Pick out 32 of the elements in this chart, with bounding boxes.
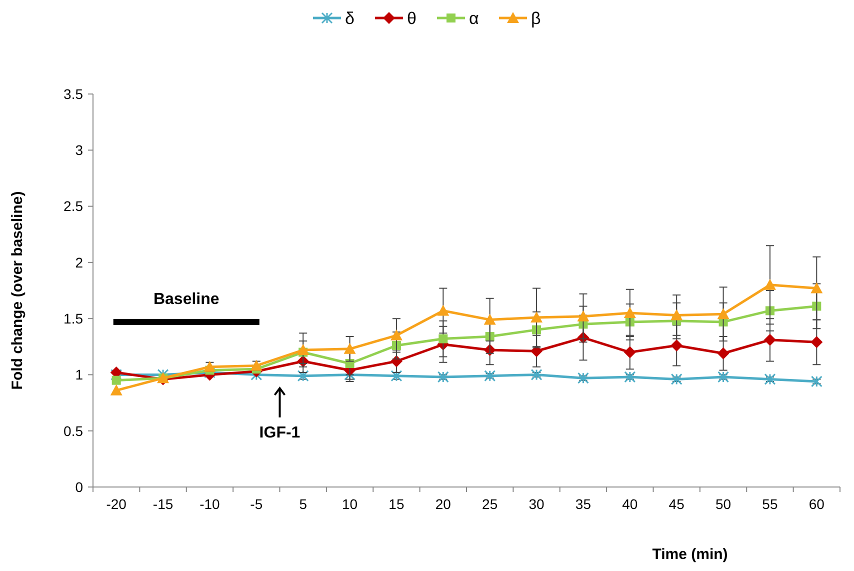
x-tick-label: -20 [106,496,127,512]
x-tick-label: -10 [200,496,220,512]
x-tick-label: 20 [435,496,452,512]
legend-label: β [531,8,541,28]
y-tick-label: 1 [75,366,84,383]
y-tick-label: 3 [75,142,84,158]
x-tick-label: 60 [808,496,825,512]
x-tick-label: 10 [342,496,358,512]
annotation: Baseline [153,290,220,308]
y-tick-label: 1.5 [64,310,84,326]
x-tick-label: 45 [668,496,685,512]
x-tick-label: 30 [528,496,545,512]
x-axis-title: Time (min) [652,546,728,563]
y-tick-label: 0.5 [64,422,84,439]
x-tick-label: 55 [762,496,778,512]
y-tick-label: 0 [75,478,84,495]
x-tick-label: 25 [482,496,498,512]
x-tick-label: 40 [622,496,638,512]
x-tick-label: -15 [152,496,174,512]
x-tick-label: 35 [575,496,592,512]
legend-label: α [469,8,479,28]
y-axis-title: Fold change (over baseline) [9,191,26,390]
legend-label: δ [345,8,354,28]
y-tick-label: 2.5 [64,198,84,214]
annotation: IGF-1 [259,424,300,442]
x-tick-label: 15 [388,496,404,512]
x-tick-label: 50 [715,496,732,512]
y-tick-label: 3.5 [64,86,84,102]
x-tick-label: -5 [250,496,263,512]
y-tick-label: 2 [75,254,84,270]
x-tick-label: 5 [299,496,308,512]
legend-label: θ [407,8,416,28]
